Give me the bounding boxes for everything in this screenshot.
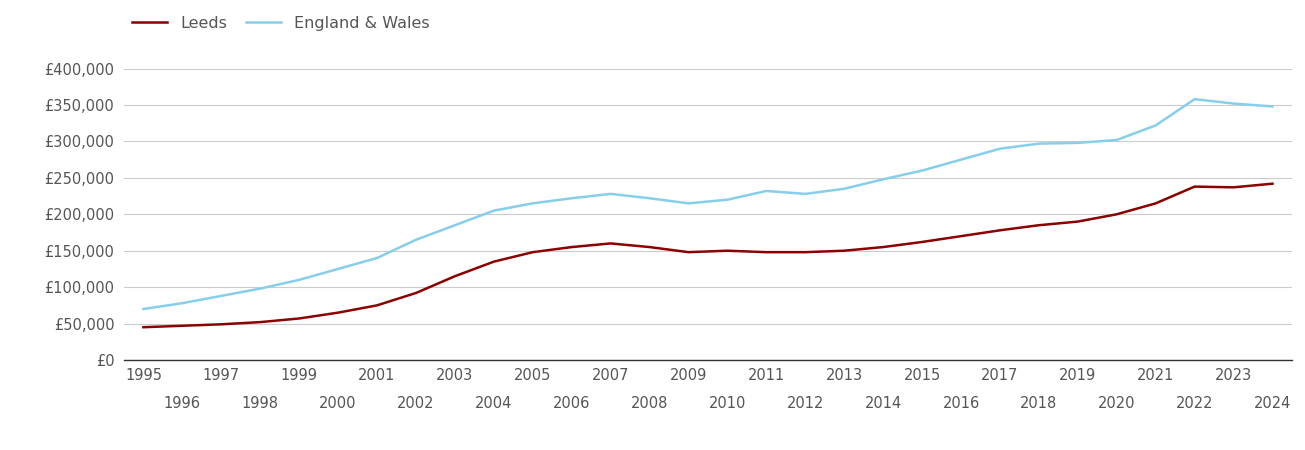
England & Wales	[797, 191, 813, 197]
Leeds	[1148, 201, 1164, 206]
England & Wales	[214, 293, 230, 299]
England & Wales	[330, 266, 346, 272]
Leeds	[953, 234, 968, 239]
England & Wales	[291, 277, 307, 283]
England & Wales	[876, 176, 891, 182]
Text: 2004: 2004	[475, 396, 513, 411]
England & Wales	[1265, 104, 1280, 109]
Text: 2018: 2018	[1021, 396, 1057, 411]
England & Wales	[837, 186, 852, 192]
Leeds	[642, 244, 658, 250]
Leeds	[175, 323, 191, 328]
Leeds	[564, 244, 579, 250]
Text: 1998: 1998	[241, 396, 279, 411]
Leeds	[1186, 184, 1202, 189]
Leeds	[408, 290, 424, 296]
Leeds	[1265, 181, 1280, 186]
Leeds	[837, 248, 852, 253]
Line: Leeds: Leeds	[144, 184, 1272, 327]
Text: 2000: 2000	[320, 396, 356, 411]
England & Wales	[369, 255, 385, 261]
Text: 2024: 2024	[1254, 396, 1291, 411]
Leeds	[719, 248, 735, 253]
Leeds	[797, 249, 813, 255]
England & Wales	[1148, 123, 1164, 128]
Legend: Leeds, England & Wales: Leeds, England & Wales	[132, 16, 429, 31]
Leeds	[252, 320, 268, 325]
England & Wales	[564, 196, 579, 201]
Leeds	[291, 316, 307, 321]
England & Wales	[642, 196, 658, 201]
Text: 2006: 2006	[553, 396, 590, 411]
Text: 2012: 2012	[787, 396, 823, 411]
England & Wales	[1109, 137, 1125, 143]
Leeds	[1070, 219, 1086, 224]
Leeds	[485, 259, 501, 264]
Leeds	[525, 249, 540, 255]
Text: 2010: 2010	[709, 396, 746, 411]
England & Wales	[719, 197, 735, 202]
Leeds	[330, 310, 346, 315]
Leeds	[1225, 184, 1241, 190]
Leeds	[992, 228, 1007, 233]
England & Wales	[603, 191, 619, 197]
Line: England & Wales: England & Wales	[144, 99, 1272, 309]
Leeds	[915, 239, 930, 245]
Leeds	[876, 244, 891, 250]
Leeds	[1031, 222, 1047, 228]
England & Wales	[252, 286, 268, 291]
Text: 2002: 2002	[397, 396, 435, 411]
England & Wales	[485, 208, 501, 213]
England & Wales	[992, 146, 1007, 151]
England & Wales	[1225, 101, 1241, 106]
Leeds	[369, 303, 385, 308]
Text: 2020: 2020	[1098, 396, 1135, 411]
Leeds	[448, 274, 463, 279]
England & Wales	[136, 306, 151, 312]
England & Wales	[175, 301, 191, 306]
England & Wales	[448, 222, 463, 228]
England & Wales	[1070, 140, 1086, 146]
England & Wales	[408, 237, 424, 243]
Leeds	[758, 249, 774, 255]
England & Wales	[525, 201, 540, 206]
England & Wales	[953, 157, 968, 162]
Text: 2022: 2022	[1176, 396, 1214, 411]
Leeds	[681, 249, 697, 255]
Text: 2016: 2016	[942, 396, 980, 411]
Text: 1996: 1996	[164, 396, 201, 411]
England & Wales	[1031, 141, 1047, 146]
Leeds	[603, 241, 619, 246]
England & Wales	[1186, 96, 1202, 102]
England & Wales	[681, 201, 697, 206]
Text: 2008: 2008	[630, 396, 668, 411]
Leeds	[214, 322, 230, 327]
England & Wales	[915, 168, 930, 173]
Leeds	[1109, 212, 1125, 217]
Text: 2014: 2014	[864, 396, 902, 411]
England & Wales	[758, 188, 774, 194]
Leeds	[136, 324, 151, 330]
